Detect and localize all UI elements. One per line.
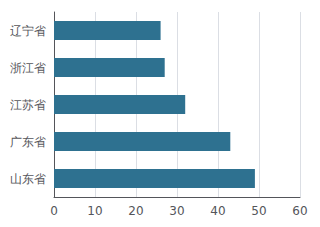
svg-text:江苏省: 江苏省 <box>10 98 46 112</box>
svg-text:辽宁省: 辽宁省 <box>10 24 46 38</box>
svg-text:50: 50 <box>251 204 266 218</box>
svg-text:0: 0 <box>50 204 58 218</box>
svg-text:20: 20 <box>128 204 143 218</box>
svg-text:广东省: 广东省 <box>10 135 46 149</box>
svg-text:10: 10 <box>87 204 102 218</box>
svg-text:60: 60 <box>292 204 307 218</box>
svg-text:山东省: 山东省 <box>10 172 46 186</box>
svg-text:浙江省: 浙江省 <box>10 61 46 75</box>
svg-text:30: 30 <box>169 204 184 218</box>
svg-text:40: 40 <box>210 204 225 218</box>
